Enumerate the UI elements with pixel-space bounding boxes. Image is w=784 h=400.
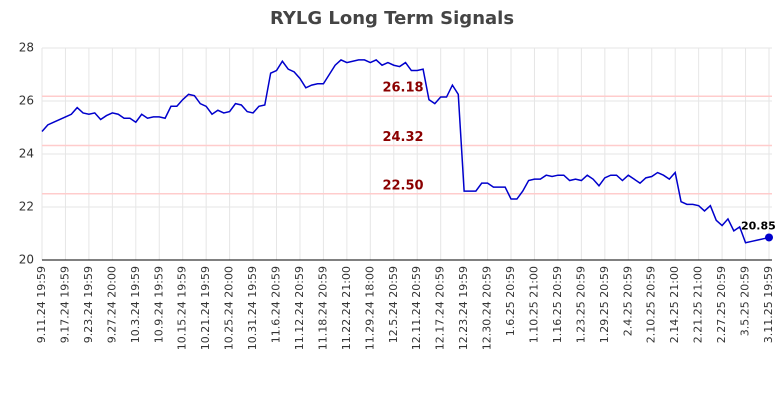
x-tick-label: 2.10.25 20:59 xyxy=(645,266,658,343)
y-tick-label: 28 xyxy=(19,41,34,55)
x-tick-label: 10.25.24 20:00 xyxy=(223,266,236,350)
chart-title: RYLG Long Term Signals xyxy=(270,8,514,29)
x-tick-label: 11.29.24 18:00 xyxy=(363,266,376,350)
level-label: 26.18 xyxy=(382,81,423,96)
price-line xyxy=(41,59,770,244)
x-tick-label: 3.11.25 19:59 xyxy=(762,266,775,343)
x-tick-label: 9.27.24 20:00 xyxy=(105,266,118,343)
x-tick-label: 12.5.24 20:59 xyxy=(387,266,400,343)
x-tick-label: 10.31.24 19:59 xyxy=(246,266,259,350)
x-tick-label: 10.3.24 19:59 xyxy=(129,266,142,343)
x-tick-label: 12.17.24 20:59 xyxy=(434,266,447,350)
x-tick-label: 11.18.24 20:59 xyxy=(316,266,329,350)
x-tick-label: 10.9.24 19:59 xyxy=(152,266,165,343)
last-value-label: 20.85 xyxy=(741,219,776,232)
x-tick-label: 2.4.25 20:59 xyxy=(621,266,634,336)
y-tick-label: 24 xyxy=(19,147,34,161)
last-point xyxy=(765,233,773,242)
x-tick-label: 12.23.24 19:59 xyxy=(457,266,470,350)
x-tick-label: 9.17.24 19:59 xyxy=(58,266,71,343)
x-tick-label: 10.15.24 19:59 xyxy=(176,266,189,350)
x-tick-label: 3.5.25 20:59 xyxy=(739,266,752,336)
x-tick-label: 1.6.25 20:59 xyxy=(504,266,517,336)
x-tick-label: 12.30.24 20:59 xyxy=(481,266,494,350)
x-tick-label: 1.23.25 20:59 xyxy=(574,266,587,343)
x-tick-label: 2.27.25 20:59 xyxy=(715,266,728,343)
x-tick-label: 2.14.25 21:00 xyxy=(668,266,681,343)
x-tick-label: 1.10.25 21:00 xyxy=(527,266,540,343)
y-tick-label: 26 xyxy=(19,94,34,108)
x-tick-label: 1.16.25 20:59 xyxy=(551,266,564,343)
y-tick-label: 22 xyxy=(19,200,34,214)
x-tick-label: 2.21.25 21:00 xyxy=(692,266,705,343)
x-tick-label: 9.11.24 19:59 xyxy=(35,266,48,343)
x-tick-label: 11.6.24 20:59 xyxy=(270,266,283,343)
x-tick-label: 1.29.25 20:59 xyxy=(598,266,611,343)
x-tick-label: 12.11.24 20:59 xyxy=(410,266,423,350)
x-tick-label: 9.23.24 19:59 xyxy=(82,266,95,343)
x-tick-label: 11.22.24 21:00 xyxy=(340,266,353,350)
level-label: 22.50 xyxy=(382,178,423,193)
x-tick-label: 11.12.24 20:59 xyxy=(293,266,306,350)
level-label: 24.32 xyxy=(382,130,423,145)
x-tick-label: 10.21.24 19:59 xyxy=(199,266,212,350)
y-tick-label: 20 xyxy=(19,253,34,267)
